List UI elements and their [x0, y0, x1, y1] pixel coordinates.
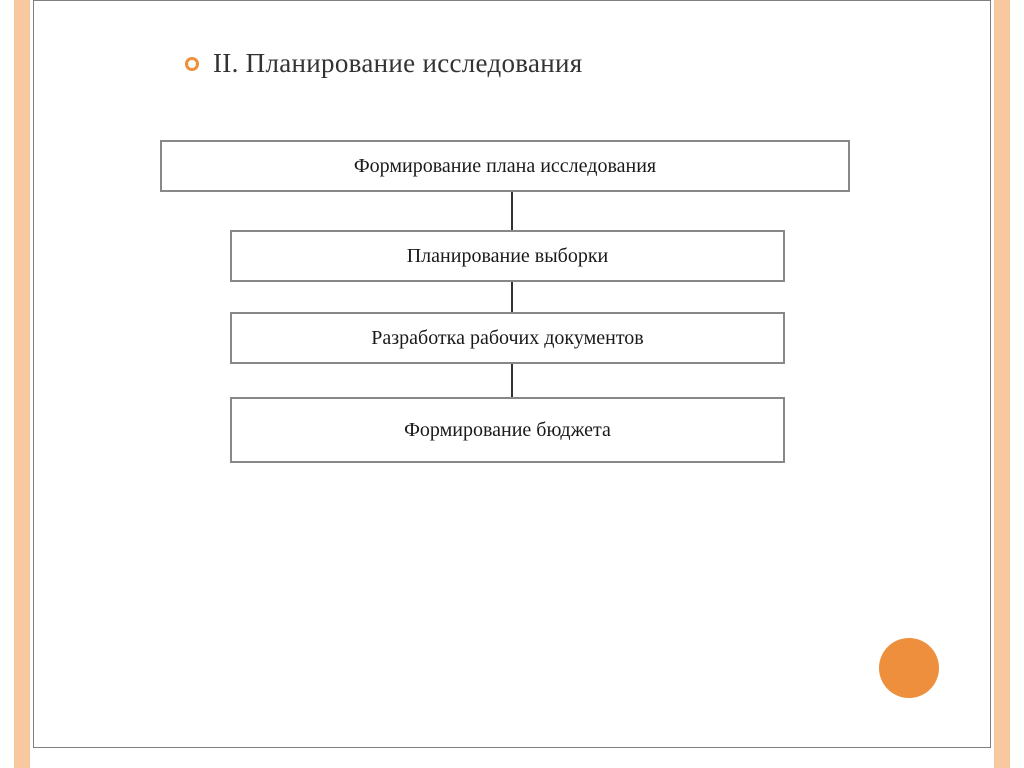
flow-box-2: Разработка рабочих документов: [230, 312, 785, 364]
accent-bar-right: [994, 0, 1010, 768]
flow-connector-2: [511, 364, 513, 397]
bullet-icon: [185, 57, 199, 71]
accent-circle: [879, 638, 939, 698]
flow-box-1: Планирование выборки: [230, 230, 785, 282]
slide-title-row: II. Планирование исследования: [185, 48, 583, 79]
slide-title: II. Планирование исследования: [213, 48, 583, 79]
flow-connector-1: [511, 282, 513, 312]
flow-box-3: Формирование бюджета: [230, 397, 785, 463]
flow-connector-0: [511, 192, 513, 230]
flow-box-0: Формирование плана исследования: [160, 140, 850, 192]
accent-bar-left: [14, 0, 30, 768]
